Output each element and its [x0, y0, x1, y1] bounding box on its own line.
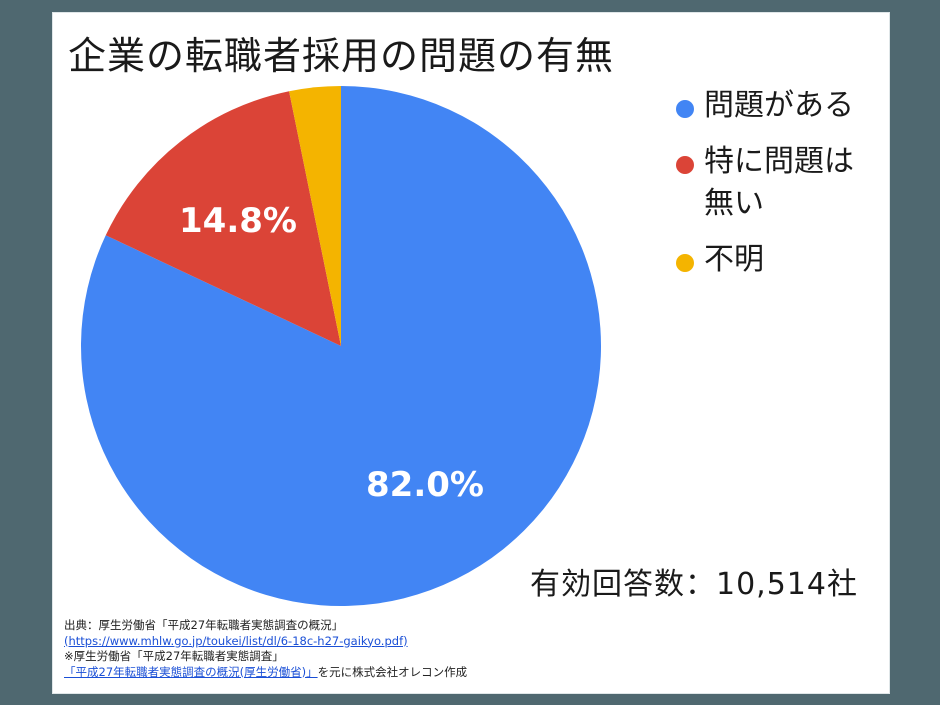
pie-chart [81, 85, 601, 606]
source-line-1: 出典：厚生労働省「平成27年転職者実態調査の概況」 [64, 618, 344, 632]
yellow-dot-icon [676, 254, 694, 272]
source-note: 出典：厚生労働省「平成27年転職者実態調査の概況」 (https://www.m… [64, 618, 467, 680]
slice-label-red: 14.8% [179, 201, 297, 241]
red-dot-icon [676, 156, 694, 174]
chart-title: 企業の転職者採用の問題の有無 [68, 34, 615, 78]
legend-item-no-problem: 特に問題は無い [676, 141, 874, 225]
slice-unknown [289, 86, 341, 346]
source-report-link[interactable]: 「平成27年転職者実態調査の概況(厚生労働省)」 [64, 664, 318, 679]
legend-item-problem: 問題がある [676, 85, 874, 127]
total-responses: 有効回答数：10,514社 [530, 567, 858, 602]
legend: 問題がある 特に問題は無い 不明 [676, 85, 874, 295]
source-url-link[interactable]: (https://www.mhlw.go.jp/toukei/list/dl/6… [64, 633, 408, 648]
legend-item-unknown: 不明 [676, 239, 874, 281]
blue-dot-icon [676, 100, 694, 118]
source-suffix: を元に株式会社オレコン作成 [317, 664, 468, 679]
legend-label: 問題がある [704, 88, 854, 123]
slice-problem [81, 85, 601, 606]
slice-label-blue: 82.0% [366, 465, 484, 505]
slice-no-problem [105, 91, 341, 346]
legend-label: 特に問題は無い [704, 144, 854, 221]
chart-card: 企業の転職者採用の問題の有無 14.8% 82.0% 問題がある 特に問題は無い… [53, 13, 889, 693]
legend-label: 不明 [704, 242, 764, 277]
source-line-3: ※厚生労働省「平成27年転職者実態調査」 [64, 649, 284, 663]
